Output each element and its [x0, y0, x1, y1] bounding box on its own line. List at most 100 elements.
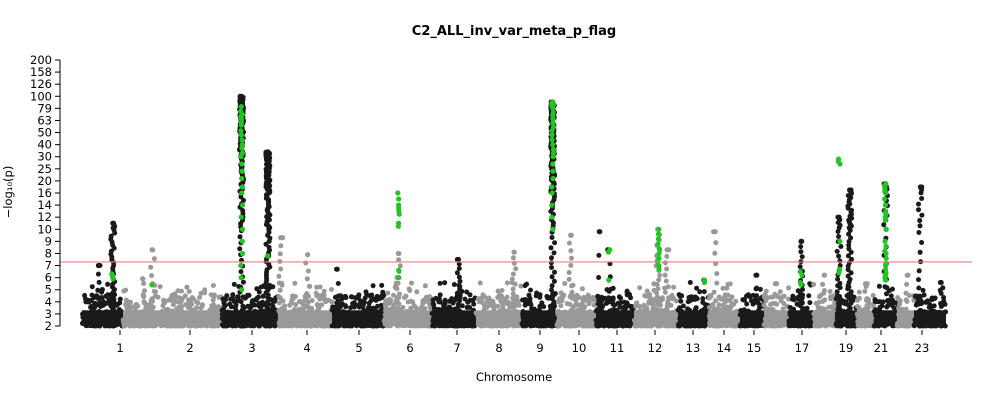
snp-point	[650, 301, 655, 307]
y-axis: 2345678910121416202530405063791001261582…	[30, 53, 61, 333]
chromosome-19-points	[833, 156, 860, 329]
snp-point	[566, 276, 572, 282]
snp-point	[729, 302, 735, 308]
x-tick-label: 5	[355, 341, 362, 355]
highlighted-snp	[883, 190, 889, 196]
snp-point	[149, 273, 155, 279]
snp-point	[371, 296, 377, 302]
snp-point	[550, 291, 556, 297]
snp-point	[482, 305, 488, 311]
snp-point	[186, 297, 191, 303]
snp-point	[551, 250, 557, 256]
snp-point	[510, 295, 516, 301]
snp-density-band	[222, 310, 278, 326]
snp-point	[512, 308, 518, 314]
snp-point	[761, 302, 767, 308]
snp-point	[389, 306, 395, 311]
snp-point	[666, 295, 672, 301]
snp-point	[754, 317, 759, 323]
snp-point	[121, 288, 127, 294]
snp-point	[741, 297, 747, 303]
snp-point	[228, 304, 234, 310]
x-tick-label: 13	[686, 341, 701, 355]
snp-point	[395, 306, 401, 312]
highlighted-snp	[549, 184, 555, 190]
snp-point	[198, 290, 204, 296]
snp-point	[528, 287, 533, 293]
snp-point	[366, 300, 372, 306]
chart-title: C2_ALL_inv_var_meta_p_flag	[412, 24, 616, 39]
snp-point	[849, 256, 854, 262]
snp-point	[105, 281, 111, 287]
peak-lead-snp	[754, 272, 760, 278]
snp-point	[647, 292, 653, 298]
snp-point	[509, 304, 515, 310]
snp-point	[714, 319, 720, 325]
highlighted-snp	[655, 236, 662, 242]
snp-density-band	[596, 310, 634, 326]
snp-point	[151, 256, 157, 262]
snp-point	[688, 294, 694, 300]
peak-lead-snp	[278, 235, 284, 241]
snp-point	[394, 286, 400, 292]
snp-point	[835, 293, 841, 299]
snp-point	[578, 306, 584, 312]
snp-point	[304, 310, 310, 316]
snp-point	[888, 293, 894, 299]
highlighted-snp	[395, 223, 401, 229]
peak-lead-snp	[110, 220, 116, 226]
highlighted-snp	[238, 275, 244, 281]
x-tick-label: 15	[747, 341, 762, 355]
highlighted-snp	[605, 249, 612, 255]
y-tick-label: 100	[30, 89, 52, 103]
snp-point	[267, 282, 273, 288]
snp-point	[240, 279, 246, 285]
snp-point	[82, 293, 88, 298]
peak-lead-snp	[904, 272, 910, 278]
snp-point	[237, 234, 243, 240]
snp-point	[813, 300, 819, 306]
snp-point	[89, 284, 95, 290]
snp-point	[95, 287, 101, 293]
snp-point	[142, 288, 147, 294]
snp-point	[397, 263, 403, 269]
highlighted-snp	[396, 211, 402, 217]
snp-point	[586, 294, 592, 300]
highlighted-snp	[239, 184, 246, 190]
snp-point	[917, 223, 923, 229]
snp-point	[527, 296, 533, 301]
x-tick-label: 19	[839, 341, 854, 355]
snp-point	[402, 295, 407, 300]
highlighted-snp	[837, 161, 843, 167]
snp-point	[568, 248, 574, 254]
snp-point	[780, 306, 786, 312]
x-tick-label: 6	[406, 341, 413, 355]
snp-point	[665, 284, 671, 290]
snp-point	[938, 323, 944, 329]
snp-point	[706, 304, 712, 310]
snp-point	[293, 302, 299, 307]
snp-point	[277, 311, 283, 317]
snp-density-band	[521, 310, 557, 326]
snp-point	[96, 314, 102, 320]
highlighted-snp	[837, 238, 843, 244]
snp-point	[314, 284, 320, 290]
snp-point	[725, 281, 731, 287]
snp-point	[569, 255, 574, 261]
snp-point	[680, 303, 686, 309]
snp-point	[872, 299, 878, 304]
snp-point	[673, 298, 679, 304]
snp-point	[437, 292, 443, 298]
snp-point	[329, 287, 334, 292]
snp-point	[230, 295, 236, 301]
y-tick-label: 16	[37, 186, 52, 200]
snp-point	[232, 305, 238, 311]
snp-point	[568, 312, 574, 318]
snp-point	[313, 290, 319, 296]
y-tick-label: 3	[45, 307, 52, 321]
snp-point	[141, 299, 147, 305]
snp-point	[408, 298, 414, 304]
snp-point	[385, 290, 391, 296]
snp-point	[835, 276, 841, 282]
snp-point	[856, 289, 862, 295]
